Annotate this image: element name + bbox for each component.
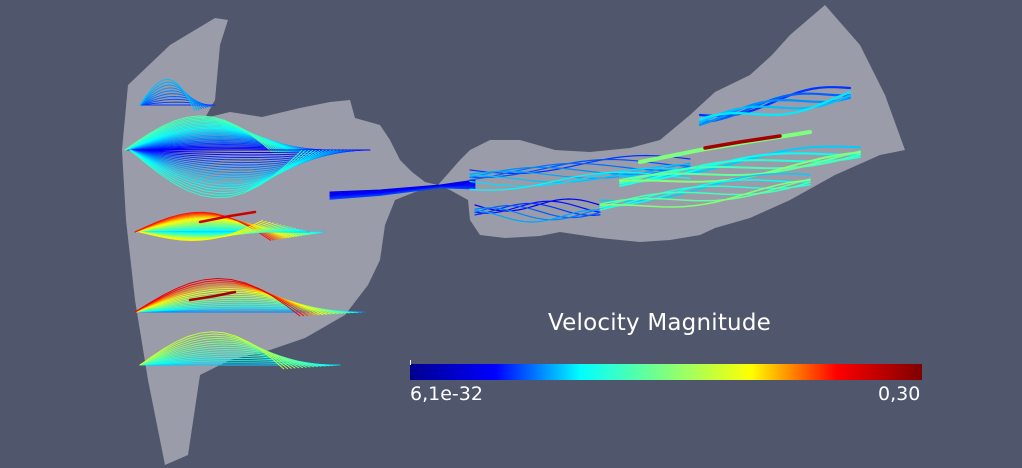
colorbar-min-label: 6,1e-32 [410, 383, 483, 405]
colorbar-tick-min [410, 360, 411, 365]
colorbar [410, 364, 922, 380]
colorbar-title: Velocity Magnitude [548, 310, 771, 336]
velocity-streamlines [124, 78, 861, 370]
colorbar-max-label: 0,30 [878, 383, 921, 405]
